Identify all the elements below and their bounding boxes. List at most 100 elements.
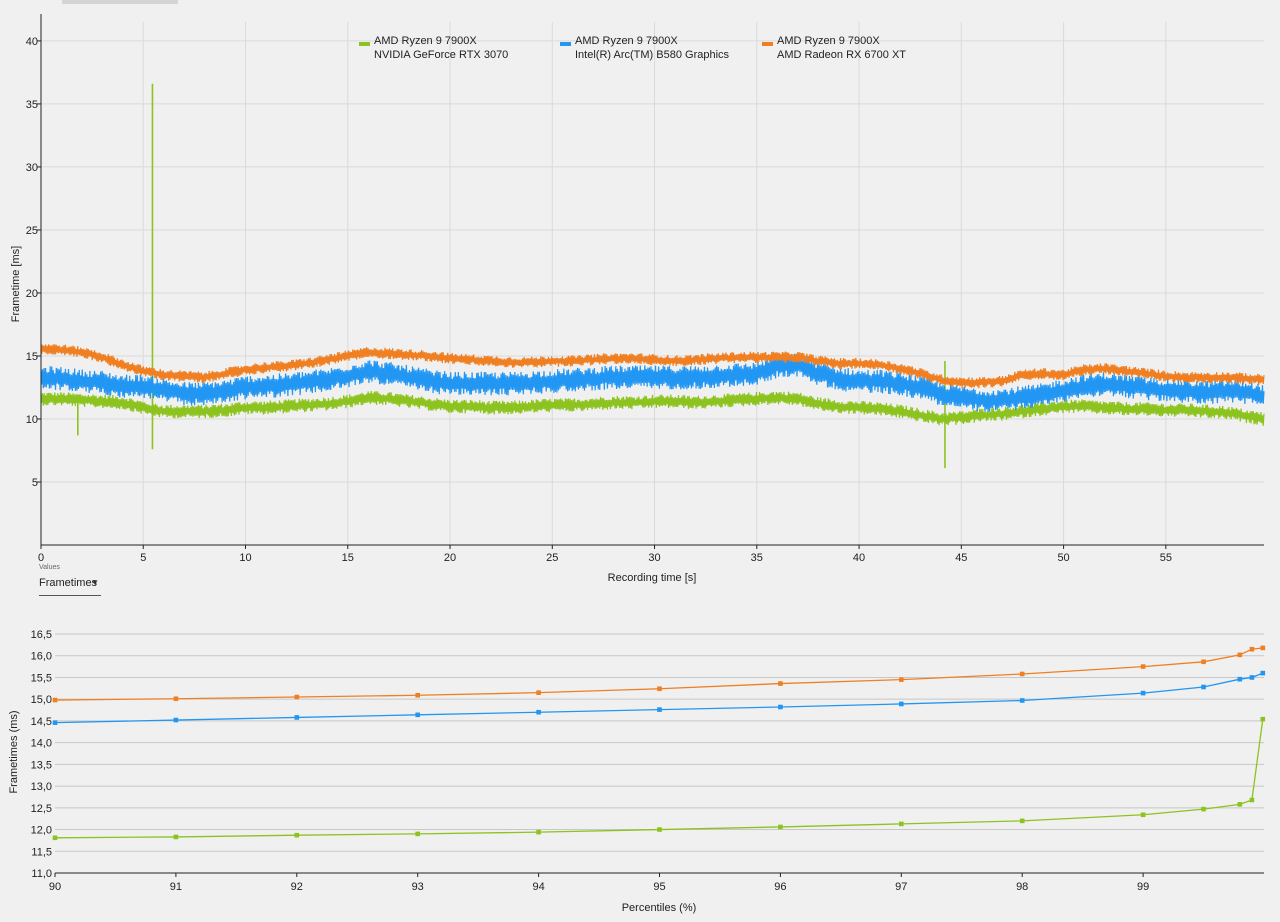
top-xtick-label: 35 [751,552,763,564]
bottom-xtick-label: 95 [653,881,665,893]
percentile-point [1201,684,1206,690]
percentile-point [1201,806,1206,812]
bottom-ytick-label: 14,0 [31,738,52,750]
bottom-xtick-label: 98 [1016,881,1028,893]
top-xtick-label: 20 [444,552,456,564]
percentile-series-line [54,672,1264,724]
legend-label-cpu: AMD Ryzen 9 7900X [575,35,678,47]
bottom-ytick-label: 14,5 [31,716,52,728]
bottom-xtick-label: 99 [1137,881,1149,893]
top-xtick-label: 55 [1160,552,1172,564]
top-series-line [40,343,1265,389]
top-ytick-label: 30 [26,162,38,174]
percentile-point [173,834,179,840]
top-ytick-label: 10 [26,414,38,426]
percentile-point [536,690,541,695]
bottom-ytick-label: 15,5 [31,672,52,684]
window-tab [62,0,178,4]
legend-swatch [359,42,370,46]
bottom-ytick-label: 16,0 [31,651,52,663]
bottom-chart-xlabel: Percentiles (%) [622,902,697,914]
percentile-point [1201,659,1206,665]
percentile-point [1140,812,1146,818]
legend-label-gpu: NVIDIA GeForce RTX 3070 [374,49,508,61]
top-xtick-label: 40 [853,552,865,564]
percentile-point [1237,676,1243,682]
legend-label-cpu: AMD Ryzen 9 7900X [777,35,880,47]
percentile-point [1140,690,1146,696]
bottom-xtick-label: 91 [170,881,182,893]
bottom-ytick-label: 13,0 [31,781,52,793]
legend-swatch [560,42,571,46]
percentile-point [536,829,541,835]
percentile-point [778,681,783,686]
bottom-ytick-label: 12,5 [31,803,52,815]
bottom-chart-axes: 11,0 11,5 12,0 12,5 13,0 13,5 14,0 14,5 15,0 15,5… [31,629,1264,893]
percentile-point [1249,646,1255,652]
percentile-point [415,831,420,837]
percentile-point [899,821,904,827]
bottom-xtick-label: 96 [774,881,786,893]
percentile-point [899,677,904,682]
legend-label-gpu: Intel(R) Arc(TM) B580 Graphics [575,49,730,61]
percentile-point [52,697,58,703]
percentile-series-line [54,719,1264,839]
bottom-ytick-label: 12,0 [31,825,52,837]
top-chart-xlabel: Recording time [s] [608,572,697,584]
percentile-point [415,692,420,698]
percentile-point [1237,652,1243,658]
top-chart-series [40,83,1265,469]
percentile-point [536,709,541,715]
bottom-xtick-label: 90 [49,881,61,893]
top-ytick-label: 5 [32,477,38,489]
top-xtick-label: 0 [38,552,44,564]
top-xtick-label: 30 [648,552,660,564]
top-chart-grid [41,22,1264,545]
bottom-ytick-label: 11,0 [31,868,52,880]
values-dropdown[interactable]: Frametimes ▼ [39,575,101,596]
percentile-point [415,712,420,718]
percentile-point [899,701,904,707]
bottom-xtick-label: 92 [291,881,303,893]
bottom-xtick-label: 97 [895,881,907,893]
percentile-point [1237,802,1243,807]
percentile-point [778,824,783,830]
percentile-point [1260,716,1266,722]
percentile-point [173,696,179,702]
percentile-point [1249,797,1255,803]
top-series-line [40,390,1265,426]
percentile-point [1019,671,1025,677]
top-xtick-label: 15 [342,552,354,564]
values-dropdown-value: Frametimes [39,577,98,589]
bottom-chart-ylabel: Frametimes (ms) [8,710,20,793]
percentile-point [1140,664,1146,669]
percentile-point [1019,698,1025,703]
values-selector: Values Frametimes ▼ [39,564,103,596]
top-xtick-label: 25 [546,552,558,564]
percentile-point [778,704,783,710]
values-caption: Values [39,564,60,571]
top-ytick-label: 40 [26,36,38,48]
percentile-point [1260,670,1266,676]
bottom-ytick-label: 11,5 [31,846,52,858]
percentile-point [294,715,300,720]
top-series-line [40,353,1265,412]
top-xtick-label: 10 [239,552,251,564]
top-ytick-label: 25 [26,225,38,237]
top-xtick-label: 45 [955,552,967,564]
top-ytick-label: 15 [26,351,38,363]
bottom-chart-series [52,645,1266,841]
percentile-point [52,720,58,725]
legend-label-gpu: AMD Radeon RX 6700 XT [777,49,906,61]
percentile-point [657,827,662,832]
percentile-series-line [54,647,1263,701]
percentile-point [294,832,300,838]
top-ytick-label: 20 [26,288,38,300]
bottom-xtick-label: 93 [412,881,424,893]
bottom-ytick-label: 13,5 [31,759,52,771]
percentile-point [1260,645,1266,651]
percentile-point [1249,675,1255,680]
bottom-ytick-label: 16,5 [31,629,52,641]
percentile-point [294,694,300,700]
